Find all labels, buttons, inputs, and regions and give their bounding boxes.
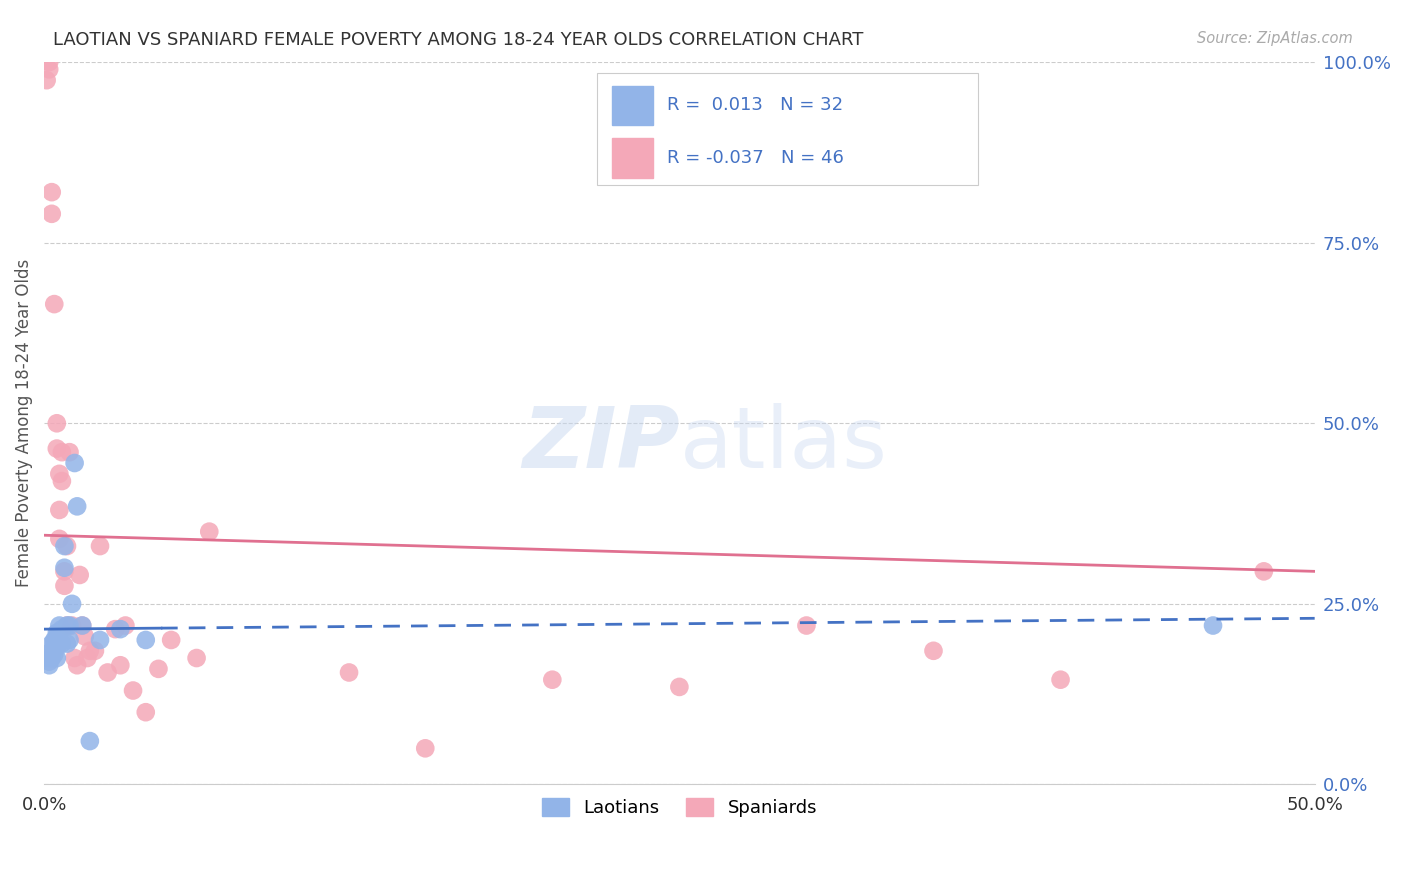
Point — [41, 644, 63, 658]
Point — [79, 734, 101, 748]
Point — [56, 618, 79, 632]
Point — [66, 658, 89, 673]
Point — [114, 618, 136, 632]
Point — [135, 705, 157, 719]
Point — [70, 618, 93, 632]
Point — [186, 651, 208, 665]
Point — [922, 644, 945, 658]
Point — [110, 622, 132, 636]
Bar — [612, 86, 652, 126]
Text: Source: ZipAtlas.com: Source: ZipAtlas.com — [1197, 31, 1353, 46]
Point — [38, 62, 60, 77]
Point — [51, 445, 73, 459]
Point — [97, 665, 120, 680]
Point — [45, 625, 67, 640]
Legend: Laotians, Spaniards: Laotians, Spaniards — [533, 789, 827, 826]
Point — [56, 539, 79, 553]
Point — [44, 637, 66, 651]
Point — [53, 565, 76, 579]
Point — [135, 632, 157, 647]
Point — [1049, 673, 1071, 687]
Point — [38, 658, 60, 673]
Point — [38, 655, 60, 669]
Point — [60, 597, 83, 611]
Point — [541, 673, 564, 687]
Point — [58, 632, 80, 647]
Point — [44, 632, 66, 647]
Point — [1253, 565, 1275, 579]
Point — [89, 539, 111, 553]
Point — [51, 474, 73, 488]
Point — [35, 73, 58, 87]
Point — [45, 651, 67, 665]
Point — [198, 524, 221, 539]
Point — [56, 618, 79, 632]
Point — [48, 618, 70, 632]
Point — [48, 467, 70, 481]
Point — [1202, 618, 1225, 632]
Point — [58, 618, 80, 632]
Point — [60, 618, 83, 632]
Point — [84, 644, 107, 658]
Point — [53, 539, 76, 553]
Text: R = -0.037   N = 46: R = -0.037 N = 46 — [666, 149, 844, 167]
Point — [79, 644, 101, 658]
Point — [41, 637, 63, 651]
Point — [38, 55, 60, 70]
Point — [41, 185, 63, 199]
Point — [44, 648, 66, 662]
Point — [48, 532, 70, 546]
Point — [70, 618, 93, 632]
Point — [48, 632, 70, 647]
FancyBboxPatch shape — [596, 73, 979, 185]
Point — [69, 568, 91, 582]
Point — [337, 665, 360, 680]
Point — [73, 629, 96, 643]
Point — [58, 445, 80, 459]
Text: atlas: atlas — [679, 403, 887, 486]
Point — [63, 456, 86, 470]
Point — [51, 622, 73, 636]
Bar — [612, 138, 652, 178]
Point — [76, 651, 98, 665]
Point — [45, 442, 67, 456]
Point — [122, 683, 145, 698]
Point — [44, 297, 66, 311]
Text: ZIP: ZIP — [522, 403, 679, 486]
Point — [45, 629, 67, 643]
Point — [35, 651, 58, 665]
Text: R =  0.013   N = 32: R = 0.013 N = 32 — [666, 96, 842, 114]
Point — [53, 560, 76, 574]
Point — [63, 651, 86, 665]
Point — [48, 503, 70, 517]
Point — [51, 637, 73, 651]
Point — [413, 741, 436, 756]
Y-axis label: Female Poverty Among 18-24 Year Olds: Female Poverty Among 18-24 Year Olds — [15, 260, 32, 588]
Point — [104, 622, 127, 636]
Point — [110, 658, 132, 673]
Point — [66, 500, 89, 514]
Text: LAOTIAN VS SPANIARD FEMALE POVERTY AMONG 18-24 YEAR OLDS CORRELATION CHART: LAOTIAN VS SPANIARD FEMALE POVERTY AMONG… — [53, 31, 863, 49]
Point — [45, 417, 67, 431]
Point — [56, 637, 79, 651]
Point — [796, 618, 818, 632]
Point — [53, 579, 76, 593]
Point — [668, 680, 690, 694]
Point — [160, 632, 183, 647]
Point — [45, 640, 67, 655]
Point — [41, 651, 63, 665]
Point — [41, 207, 63, 221]
Point — [89, 632, 111, 647]
Point — [148, 662, 170, 676]
